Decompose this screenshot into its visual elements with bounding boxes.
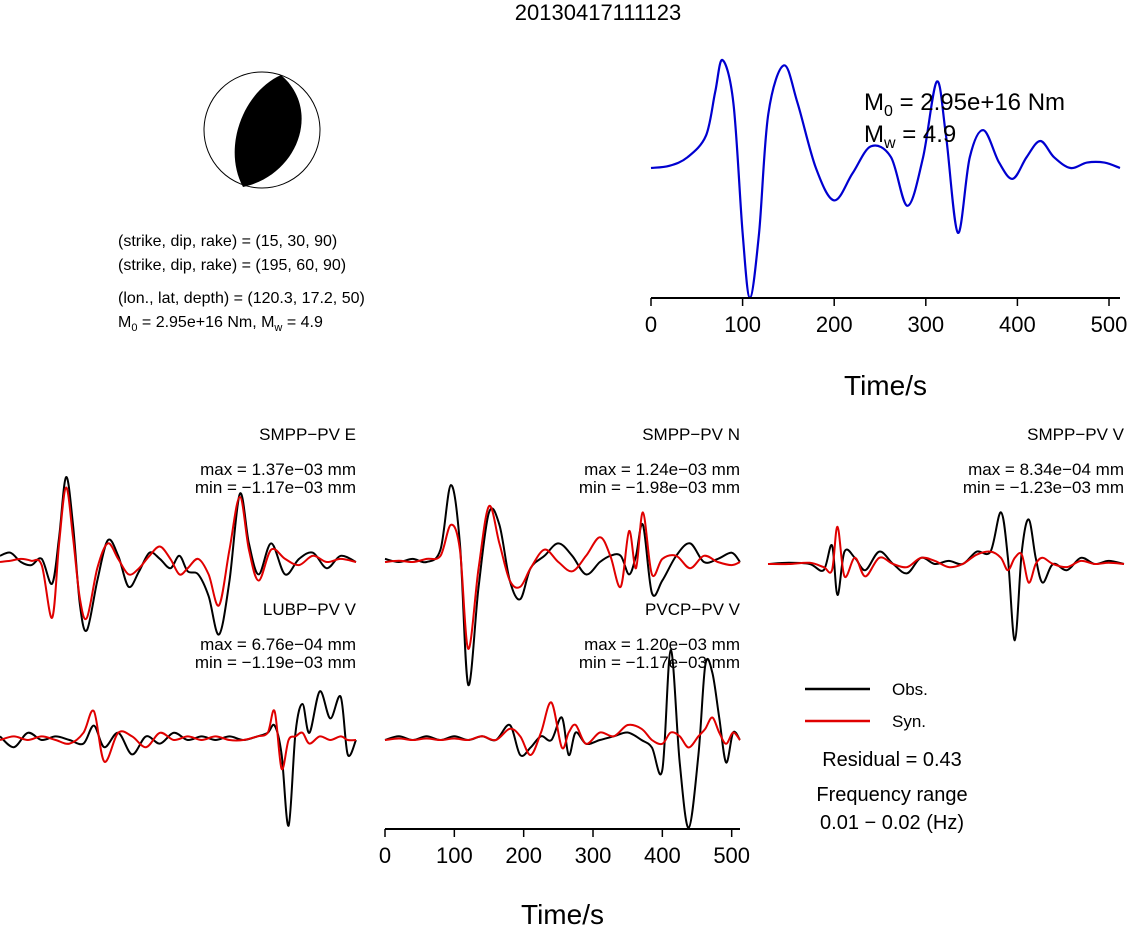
synthetic-trace bbox=[384, 505, 741, 650]
synthetic-trace bbox=[767, 525, 1125, 584]
min-amplitude: min = −1.19e−03 mm bbox=[195, 653, 356, 672]
observed-trace bbox=[384, 484, 741, 686]
synthetic-trace bbox=[384, 701, 741, 756]
wave-x-tick-label: 200 bbox=[505, 843, 542, 868]
wave-x-tick-label: 0 bbox=[379, 843, 391, 868]
station-label: SMPP−PV E bbox=[259, 425, 356, 444]
stf-moment-label: M0 = 2.95e+16 Nm bbox=[864, 89, 1065, 120]
figure-title: 20130417111123 bbox=[515, 0, 681, 25]
event-location: (lon., lat, depth) = (120.3, 17.2, 50) bbox=[118, 290, 365, 307]
legend: Obs. Syn. bbox=[805, 680, 928, 731]
nodal-plane-2: (strike, dip, rake) = (195, 60, 90) bbox=[118, 257, 346, 274]
synthetic-trace bbox=[0, 709, 357, 771]
station-label: SMPP−PV N bbox=[642, 425, 740, 444]
beachball-compressional-quadrant bbox=[234, 75, 302, 187]
max-amplitude: max = 1.20e−03 mm bbox=[584, 635, 740, 654]
max-amplitude: max = 1.24e−03 mm bbox=[584, 460, 740, 479]
legend-syn-label: Syn. bbox=[892, 712, 926, 731]
residual-value: Residual = 0.43 bbox=[822, 749, 962, 771]
station-label: PVCP−PV V bbox=[645, 600, 741, 619]
stf-magnitude-label: Mw = 4.9 bbox=[864, 121, 956, 152]
observed-trace bbox=[0, 690, 357, 827]
legend-obs-label: Obs. bbox=[892, 680, 928, 699]
synthetic-trace bbox=[0, 486, 357, 621]
wave-x-tick-label: 500 bbox=[713, 843, 750, 868]
min-amplitude: min = −1.98e−03 mm bbox=[579, 478, 740, 497]
max-amplitude: max = 8.34e−04 mm bbox=[968, 460, 1124, 479]
max-amplitude: max = 1.37e−03 mm bbox=[200, 460, 356, 479]
nodal-plane-1: (strike, dip, rake) = (15, 30, 90) bbox=[118, 233, 337, 250]
stf-x-tick-label: 100 bbox=[724, 312, 761, 337]
frequency-range-value: 0.01 − 0.02 (Hz) bbox=[820, 812, 964, 834]
max-amplitude: max = 6.76e−04 mm bbox=[200, 635, 356, 654]
observed-trace bbox=[767, 511, 1125, 642]
stf-line bbox=[650, 58, 1121, 299]
wave-x-tick-label: 100 bbox=[436, 843, 473, 868]
stf-x-tick-label: 200 bbox=[816, 312, 853, 337]
frequency-range-title: Frequency range bbox=[816, 784, 967, 806]
focal-mechanism-beachball bbox=[203, 71, 321, 189]
waveform-time-axis: 0 100 200 300 400 500 Time/s bbox=[379, 828, 750, 928]
stf-x-tick-label: 0 bbox=[645, 312, 657, 337]
stf-x-tick-label: 300 bbox=[907, 312, 944, 337]
wave-x-tick-label: 300 bbox=[575, 843, 612, 868]
min-amplitude: min = −1.23e−03 mm bbox=[963, 478, 1124, 497]
stf-x-axis-title: Time/s bbox=[844, 370, 927, 401]
station-label: SMPP−PV V bbox=[1027, 425, 1125, 444]
min-amplitude: min = −1.17e−03 mm bbox=[195, 478, 356, 497]
station-label: LUBP−PV V bbox=[263, 600, 357, 619]
stf-x-tick-label: 500 bbox=[1091, 312, 1128, 337]
source-info-block: (strike, dip, rake) = (15, 30, 90) (stri… bbox=[118, 233, 365, 334]
wave-x-axis-title: Time/s bbox=[521, 899, 604, 928]
min-amplitude: min = −1.17e−03 mm bbox=[579, 653, 740, 672]
wave-x-tick-label: 400 bbox=[644, 843, 681, 868]
moment-summary: M0 = 2.95e+16 Nm, Mw = 4.9 bbox=[118, 314, 323, 334]
stf-x-tick-label: 400 bbox=[999, 312, 1036, 337]
